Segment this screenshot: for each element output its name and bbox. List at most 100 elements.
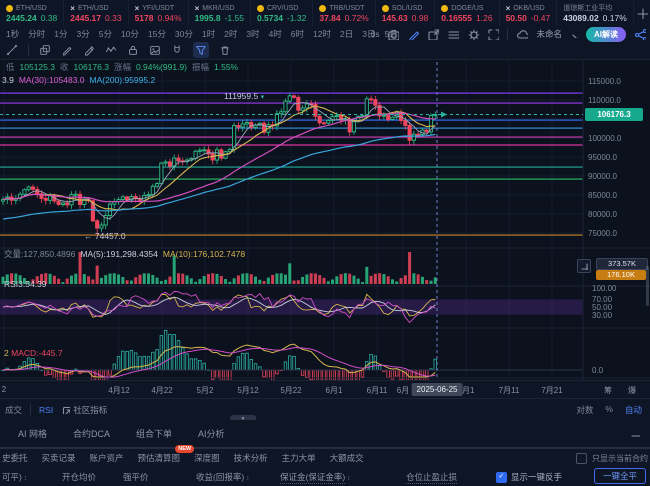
ticker-item[interactable]: × OKB/USD 50.50 -0.47 (500, 0, 558, 26)
chevron-down-icon[interactable] (570, 30, 578, 38)
time-label: 6月1 (325, 386, 343, 395)
collapse-panel-handle[interactable]: ▼ (230, 415, 256, 422)
ticker-item[interactable]: TRB/USDT 37.84 0.72% (313, 0, 376, 26)
bottom-tab[interactable]: 史委托 (2, 453, 28, 463)
rsi-axis-label: 50.00 (592, 303, 613, 312)
pattern-tool-icon[interactable] (105, 44, 117, 56)
squares-tool-icon[interactable] (39, 44, 51, 56)
timeframe-30分[interactable]: 30分 (174, 29, 193, 39)
drawing-tools-row (6, 42, 231, 58)
table-column-header[interactable]: 开仓均价 (62, 472, 97, 482)
ticker-item[interactable]: SOL/USD 145.63 0.98 (376, 0, 436, 26)
strategy-tab[interactable]: 组合下单 (136, 429, 173, 439)
exchange-x-icon: × (505, 4, 511, 13)
timeframe-3时[interactable]: 3时 (246, 29, 260, 39)
ai-analysis-button[interactable]: AI解读 (586, 26, 626, 42)
strategy-tab[interactable]: AI分析 (198, 429, 225, 439)
axis-tool-0[interactable]: 筹 (604, 386, 612, 395)
scale-percent-button[interactable]: % (605, 403, 613, 414)
list-icon[interactable] (447, 28, 460, 40)
share-icon[interactable] (634, 28, 646, 40)
camera-icon[interactable] (387, 28, 400, 40)
strategy-tab[interactable]: AI 网格 (18, 429, 48, 439)
trash-tool-icon[interactable] (219, 44, 231, 56)
ticker-item[interactable]: × MKR/USD 1995.8 -1.55 (189, 0, 251, 26)
price-axis-label: 110000.0 (588, 95, 621, 105)
popout-icon[interactable] (427, 28, 440, 40)
timeframe-2日[interactable]: 2日 (340, 29, 354, 39)
image-tool-icon[interactable] (149, 44, 161, 56)
table-column-header[interactable]: 可平) ↕ (2, 472, 28, 482)
timeframe-1时[interactable]: 1时 (201, 29, 216, 39)
pen-tool-icon[interactable] (83, 44, 95, 56)
show-reverse-checkbox[interactable]: ✓ (495, 471, 507, 483)
add-indicator-button[interactable] (577, 259, 591, 273)
close-all-button[interactable]: 一键全平 (593, 468, 646, 484)
ticker-change: -0.47 (530, 12, 551, 23)
table-column-header[interactable]: 仓位止盈止损 (406, 472, 458, 484)
magnet-tool-icon[interactable] (171, 44, 183, 56)
time-axis[interactable]: 2 4月12 4月22 5月2 5月12 5月22 6月1 6月11 6月 7月1 7月11 7月21… (0, 380, 650, 399)
tab-volume[interactable]: 成交 (5, 404, 23, 415)
ticker-name: SOL/USD (391, 4, 423, 12)
ticker-item[interactable]: 道琼斯工业平均 43089.02 0.17% (557, 0, 634, 26)
timeframe-12时[interactable]: 12时 (313, 29, 331, 39)
table-column-header[interactable]: 强平价 (123, 472, 149, 482)
cursor-tool-icon[interactable] (6, 44, 18, 56)
interval-0s-button[interactable]: 0s (371, 29, 380, 39)
timeframe-6时[interactable]: 6时 (290, 29, 305, 39)
add-ticker-button[interactable] (634, 0, 650, 26)
bottom-tab[interactable]: 技术分析 (233, 453, 268, 463)
time-label: 2 (1, 385, 7, 394)
info-segment: 0.94%(991.9) (135, 62, 187, 72)
bottom-tab[interactable]: 深度图 (194, 453, 220, 463)
edit-icon[interactable] (407, 28, 420, 40)
lock-tool-icon[interactable] (127, 44, 139, 56)
only-current-contract-checkbox[interactable] (576, 452, 587, 464)
strategy-tab[interactable]: 合约DCA (73, 429, 111, 439)
timeframe-10分[interactable]: 10分 (120, 29, 139, 39)
timeframe-15分[interactable]: 15分 (147, 29, 166, 39)
timeframe-1秒[interactable]: 1秒 (6, 29, 20, 39)
bottom-tab[interactable]: 主力大单 (281, 453, 316, 463)
ohlc-info-line: 低 105125.3 收 106176.3 涨幅 0.94%(991.9) 振幅 1.55% (6, 62, 243, 72)
timeframe-1分[interactable]: 1分 (54, 29, 68, 39)
funnel-tool-icon[interactable] (193, 42, 209, 58)
pencil-tool-icon[interactable] (61, 44, 73, 56)
timeframe-分时[interactable]: 分时 (28, 29, 46, 39)
time-label: 4月12 (108, 386, 130, 395)
scale-log-button[interactable]: 对数 (576, 404, 594, 415)
tab-rsi[interactable]: RSI (39, 404, 54, 415)
timeframe-4时[interactable]: 4时 (268, 29, 282, 39)
fullscreen-icon[interactable] (487, 28, 500, 40)
layout-name[interactable]: 未命名 (536, 29, 562, 39)
timeframe-3分[interactable]: 3分 (76, 29, 90, 39)
timeframe-5日[interactable]: 5日 (384, 29, 398, 39)
ticker-change: 1.26 (476, 12, 493, 23)
ticker-item[interactable]: DOGE/US 0.16555 1.26 (435, 0, 500, 26)
bottom-tab[interactable]: 买卖记录 (41, 453, 76, 463)
ticker-item[interactable]: × YFI/USDT 5178 0.94% (129, 0, 189, 26)
minimize-icon[interactable] (630, 429, 640, 439)
ticker-item[interactable]: ETH/USD 2445.24 0.38 (0, 0, 65, 26)
timeframe-2时[interactable]: 2时 (224, 29, 238, 39)
ticker-value: 43089.02 (563, 12, 599, 23)
table-column-header[interactable]: 保证金(保证金率) ↕ (280, 472, 351, 484)
bottom-tab[interactable]: 账户资产 (89, 453, 124, 463)
ticker-item[interactable]: CRV/USD 0.5734 -1.32 (251, 0, 314, 26)
table-column-header[interactable]: 收益(回报率) ↕ (196, 472, 250, 482)
axis-tool-1[interactable]: 爆 (628, 386, 636, 395)
ticker-change: 0.17% (602, 12, 627, 23)
scale-auto-button[interactable]: 自动 (624, 404, 642, 415)
tab-community-indicators[interactable]: 社区指标 (61, 404, 107, 416)
ticker-item[interactable]: × ETH/USD 2445.17 0.33 (64, 0, 129, 26)
scrollbar[interactable] (646, 266, 649, 306)
settings-gear-icon[interactable] (467, 28, 480, 40)
candlestick-chart[interactable] (0, 60, 650, 380)
ticker-bar: ETH/USD 2445.24 0.38 × ETH/USD 2445.17 0.33 × YF… (0, 0, 650, 27)
timeframe-5分[interactable]: 5分 (98, 29, 112, 39)
bottom-tab[interactable]: 预估清算图 NEW (138, 445, 195, 464)
cloud-save-icon[interactable] (516, 28, 529, 40)
timeframe-3日[interactable]: 3日 (362, 29, 376, 39)
bottom-tab[interactable]: 大额成交 (329, 453, 364, 463)
